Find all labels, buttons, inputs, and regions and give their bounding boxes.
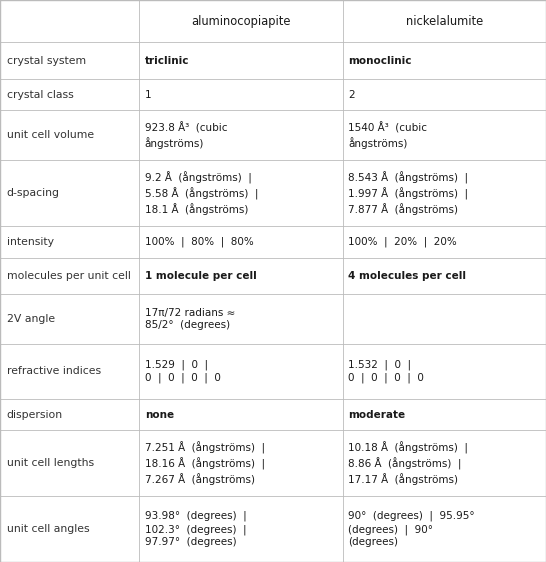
- Text: unit cell volume: unit cell volume: [7, 130, 94, 140]
- Text: crystal system: crystal system: [7, 56, 86, 66]
- Text: aluminocopiapite: aluminocopiapite: [191, 15, 291, 28]
- Text: 7.251 Å  (ångströms)  |
18.16 Å  (ångströms)  |
7.267 Å  (ångströms): 7.251 Å (ångströms) | 18.16 Å (ångströms…: [145, 441, 265, 485]
- Text: d-spacing: d-spacing: [7, 188, 60, 198]
- Text: 1.532  |  0  |
0  |  0  |  0  |  0: 1.532 | 0 | 0 | 0 | 0 | 0: [348, 360, 424, 383]
- Text: 1.529  |  0  |
0  |  0  |  0  |  0: 1.529 | 0 | 0 | 0 | 0 | 0: [145, 360, 221, 383]
- Text: refractive indices: refractive indices: [7, 366, 100, 377]
- Text: 8.543 Å  (ångströms)  |
1.997 Å  (ångströms)  |
7.877 Å  (ångströms): 8.543 Å (ångströms) | 1.997 Å (ångströms…: [348, 171, 468, 215]
- Text: 2: 2: [348, 90, 355, 100]
- Text: 93.98°  (degrees)  |
102.3°  (degrees)  |
97.97°  (degrees): 93.98° (degrees) | 102.3° (degrees) | 97…: [145, 511, 246, 547]
- Text: unit cell lengths: unit cell lengths: [7, 458, 94, 468]
- Text: molecules per unit cell: molecules per unit cell: [7, 271, 130, 281]
- Text: 1540 Å³  (cubic
ångströms): 1540 Å³ (cubic ångströms): [348, 122, 428, 149]
- Text: 10.18 Å  (ångströms)  |
8.86 Å  (ångströms)  |
17.17 Å  (ångströms): 10.18 Å (ångströms) | 8.86 Å (ångströms)…: [348, 441, 468, 485]
- Text: dispersion: dispersion: [7, 410, 63, 420]
- Text: 17π/72 radians ≈
85/2°  (degrees): 17π/72 radians ≈ 85/2° (degrees): [145, 307, 235, 330]
- Text: moderate: moderate: [348, 410, 406, 420]
- Text: triclinic: triclinic: [145, 56, 189, 66]
- Text: 1 molecule per cell: 1 molecule per cell: [145, 271, 257, 281]
- Text: 4 molecules per cell: 4 molecules per cell: [348, 271, 466, 281]
- Text: monoclinic: monoclinic: [348, 56, 412, 66]
- Text: crystal class: crystal class: [7, 90, 73, 100]
- Text: 90°  (degrees)  |  95.95°
(degrees)  |  90°
(degrees): 90° (degrees) | 95.95° (degrees) | 90° (…: [348, 511, 475, 547]
- Text: 923.8 Å³  (cubic
ångströms): 923.8 Å³ (cubic ångströms): [145, 122, 227, 149]
- Text: 9.2 Å  (ångströms)  |
5.58 Å  (ångströms)  |
18.1 Å  (ångströms): 9.2 Å (ångströms) | 5.58 Å (ångströms) |…: [145, 171, 258, 215]
- Text: nickelalumite: nickelalumite: [406, 15, 483, 28]
- Text: 100%  |  80%  |  80%: 100% | 80% | 80%: [145, 237, 253, 247]
- Text: 100%  |  20%  |  20%: 100% | 20% | 20%: [348, 237, 457, 247]
- Text: none: none: [145, 410, 174, 420]
- Text: 1: 1: [145, 90, 151, 100]
- Text: 2V angle: 2V angle: [7, 314, 55, 324]
- Text: unit cell angles: unit cell angles: [7, 524, 89, 534]
- Text: intensity: intensity: [7, 237, 54, 247]
